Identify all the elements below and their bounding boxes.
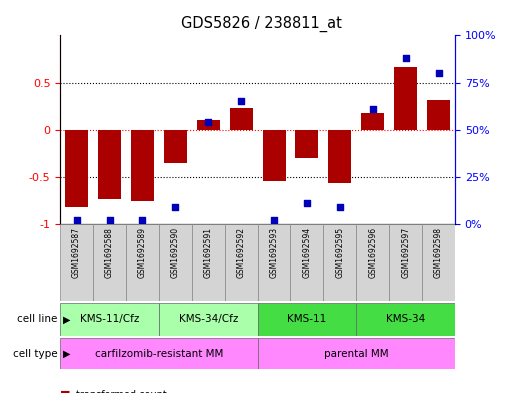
Text: GSM1692594: GSM1692594 <box>302 227 311 278</box>
Bar <box>98 130 121 198</box>
Point <box>435 70 443 76</box>
Text: parental MM: parental MM <box>324 349 389 359</box>
Text: GSM1692590: GSM1692590 <box>171 227 180 278</box>
Bar <box>290 224 323 301</box>
Point <box>270 217 278 223</box>
Text: GSM1692597: GSM1692597 <box>401 227 410 278</box>
Bar <box>197 120 220 130</box>
Bar <box>323 224 356 301</box>
Bar <box>361 113 384 130</box>
Text: ■: ■ <box>60 390 71 393</box>
Bar <box>225 224 257 301</box>
Text: GSM1692592: GSM1692592 <box>236 227 246 278</box>
Point <box>369 106 377 112</box>
Text: GSM1692596: GSM1692596 <box>368 227 377 278</box>
Text: GSM1692593: GSM1692593 <box>269 227 279 278</box>
Text: carfilzomib-resistant MM: carfilzomib-resistant MM <box>95 349 223 359</box>
Point <box>204 119 212 125</box>
Text: cell type: cell type <box>13 349 58 359</box>
Text: GSM1692589: GSM1692589 <box>138 227 147 278</box>
Bar <box>389 224 422 301</box>
Bar <box>263 130 286 181</box>
Bar <box>295 130 319 158</box>
Bar <box>257 338 455 369</box>
Text: KMS-11/Cfz: KMS-11/Cfz <box>80 314 139 324</box>
Point <box>237 98 245 105</box>
Bar <box>131 130 154 201</box>
Bar <box>159 303 257 336</box>
Text: GSM1692595: GSM1692595 <box>335 227 344 278</box>
Text: transformed count: transformed count <box>76 390 167 393</box>
Text: ▶: ▶ <box>63 314 70 324</box>
Bar <box>159 224 192 301</box>
Text: KMS-34: KMS-34 <box>386 314 425 324</box>
Bar <box>356 224 389 301</box>
Point <box>336 204 344 210</box>
Text: ▶: ▶ <box>63 349 70 359</box>
Bar <box>60 303 159 336</box>
Text: GSM1692598: GSM1692598 <box>434 227 443 278</box>
Bar <box>60 338 257 369</box>
Bar <box>422 224 455 301</box>
Bar <box>230 108 253 130</box>
Point <box>105 217 113 223</box>
Bar <box>65 130 88 207</box>
Bar <box>192 224 225 301</box>
Point <box>138 217 146 223</box>
Text: GSM1692591: GSM1692591 <box>204 227 213 278</box>
Text: GSM1692588: GSM1692588 <box>105 227 114 278</box>
Point <box>303 200 311 206</box>
Text: KMS-34/Cfz: KMS-34/Cfz <box>178 314 238 324</box>
Bar <box>328 130 351 182</box>
Bar <box>93 224 126 301</box>
Point <box>72 217 81 223</box>
Bar <box>257 224 290 301</box>
Bar <box>356 303 455 336</box>
Point <box>171 204 179 210</box>
Bar <box>427 99 450 130</box>
Point <box>402 55 410 61</box>
Text: KMS-11: KMS-11 <box>287 314 326 324</box>
Text: GSM1692587: GSM1692587 <box>72 227 81 278</box>
Bar <box>164 130 187 163</box>
Bar <box>60 224 93 301</box>
Bar <box>394 68 417 130</box>
Bar <box>257 303 356 336</box>
Text: cell line: cell line <box>17 314 58 324</box>
Text: GDS5826 / 238811_at: GDS5826 / 238811_at <box>181 16 342 32</box>
Bar <box>126 224 159 301</box>
